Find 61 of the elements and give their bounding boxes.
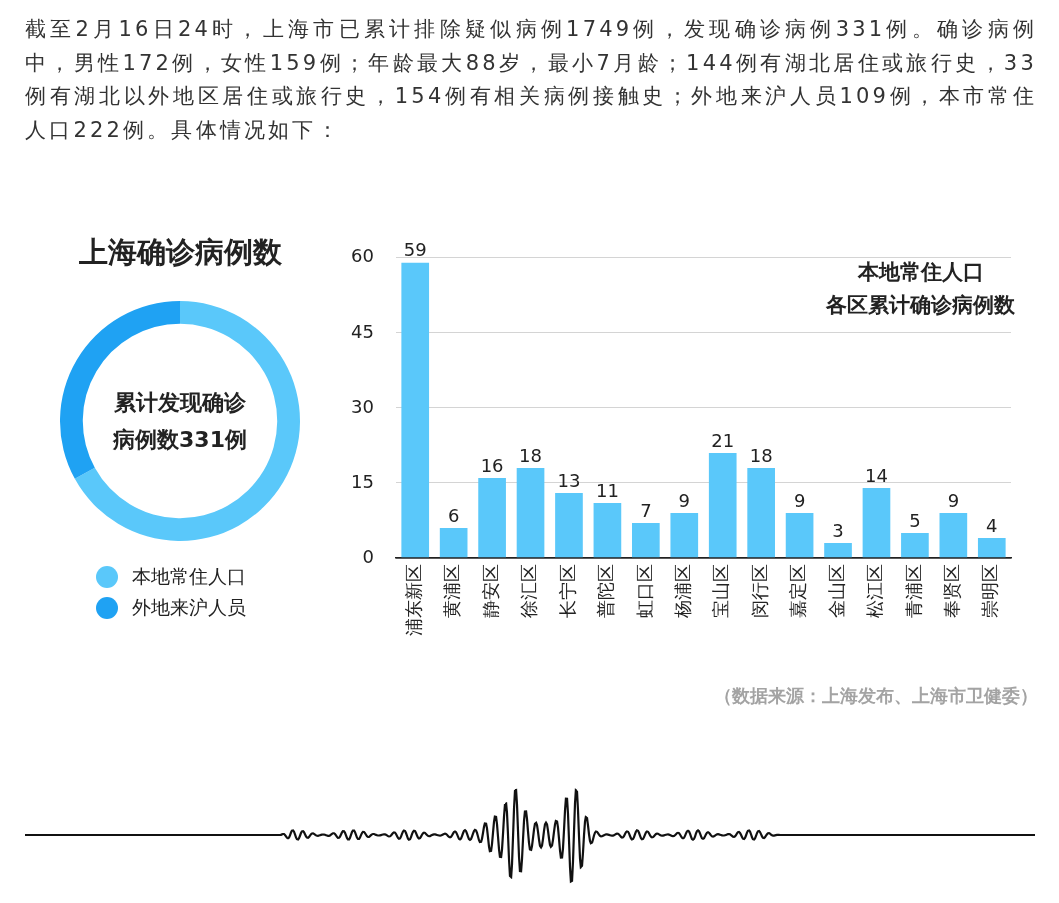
bar — [439, 527, 468, 558]
bar — [401, 262, 430, 558]
data-label: 9 — [793, 489, 806, 511]
data-label: 3 — [832, 519, 844, 541]
text: 累计发现确诊病例数331例 — [112, 389, 248, 454]
legend-label: 外地来沪人员 — [132, 594, 246, 620]
bar — [632, 522, 660, 558]
data-label: 14 — [865, 464, 888, 486]
x-tick-label: 青浦区 — [902, 564, 924, 618]
x-tick-label: 宝山区 — [710, 564, 732, 618]
data-label: 59 — [403, 239, 427, 261]
bar — [785, 512, 814, 558]
text: （数据来源：上海发布、上海市卫健委） — [714, 684, 1038, 708]
bar — [977, 537, 1006, 558]
y-tick-label: 60 — [351, 245, 374, 267]
bar — [670, 512, 699, 558]
text: 截至2月16日24时，上海市已累计排除疑似病例1749例，发现确诊病例331例。确诊病例中，男性172例，女性159例；年龄最大88岁，最小7月龄；144例有湖北居住或旅行史，33例有湖北以外地区居住或旅行史，154例有相关病例接触史；外地来沪人员109例，本市常住人口222例。具体情况如下： — [25, 16, 1037, 145]
y-tick-label: 30 — [351, 395, 374, 417]
y-tick-label: 0 — [362, 545, 374, 567]
x-tick-label: 松江区 — [864, 564, 886, 618]
bar — [516, 467, 545, 558]
bar — [824, 542, 852, 558]
x-tick-label: 长宁区 — [556, 564, 578, 618]
data-label: 18 — [519, 444, 542, 466]
data-label: 5 — [909, 509, 921, 531]
x-tick-label: 闵行区 — [748, 564, 770, 618]
x-tick-label: 崇明区 — [979, 564, 1001, 618]
y-tick-label: 15 — [351, 470, 374, 492]
x-tick-label: 杨浦区 — [671, 564, 693, 619]
data-label: 16 — [480, 454, 504, 476]
x-tick-label: 黄浦区 — [441, 564, 463, 618]
text: 各区累计确诊病例数 — [826, 292, 1015, 319]
x-tick-label: 嘉定区 — [787, 564, 809, 618]
y-tick-label: 45 — [351, 320, 374, 342]
bar — [747, 467, 775, 558]
bar — [862, 487, 891, 558]
data-label: 9 — [678, 489, 691, 511]
data-label: 11 — [595, 479, 619, 501]
legend-label: 本地常住人口 — [132, 563, 246, 589]
data-label: 9 — [947, 489, 960, 511]
bar — [593, 502, 622, 558]
data-label: 13 — [557, 469, 581, 491]
x-tick-label: 奉贤区 — [941, 564, 963, 618]
chart-title: 上海确诊病例数 — [77, 234, 283, 271]
data-label: 7 — [640, 499, 652, 521]
x-tick-label: 普陀区 — [595, 564, 617, 618]
x-tick-label: 金山区 — [825, 564, 847, 618]
bar — [555, 492, 583, 558]
bar — [478, 477, 506, 558]
x-tick-label: 虹口区 — [633, 564, 655, 618]
x-tick-label: 徐汇区 — [518, 564, 540, 618]
bar — [939, 512, 968, 558]
bar — [708, 452, 737, 558]
bar — [901, 532, 929, 558]
data-label: 21 — [711, 429, 735, 451]
data-label: 4 — [986, 514, 998, 536]
x-tick-label: 静安区 — [479, 564, 501, 618]
x-tick-label: 浦东新区 — [402, 564, 424, 636]
data-label: 18 — [749, 444, 773, 466]
chart-title: 本地常住人口 — [856, 259, 985, 286]
data-label: 6 — [447, 504, 460, 526]
